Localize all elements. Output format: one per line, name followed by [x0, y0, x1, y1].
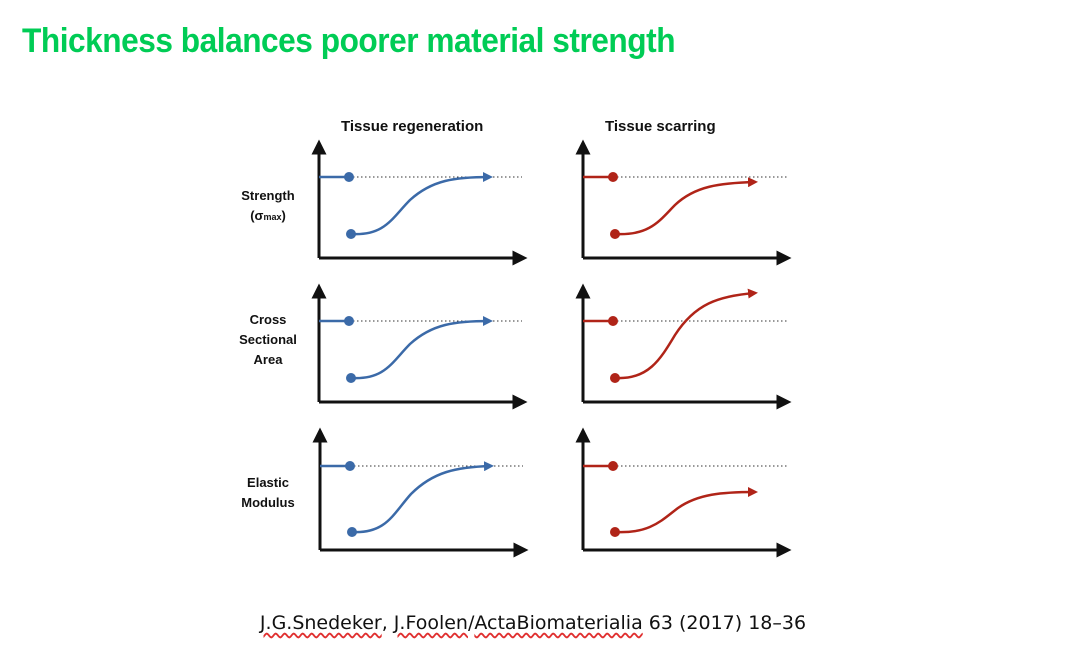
column-header-scarring: Tissue scarring: [605, 118, 716, 135]
recovery-curve: [614, 487, 758, 534]
row-label-line: Modulus: [241, 495, 295, 510]
recovery-curve: [351, 461, 494, 534]
injury-point: [347, 527, 357, 537]
citation: J.G.Snedeker, J.Foolen/ActaBiomaterialia…: [0, 612, 1066, 634]
recovery-curve: [350, 316, 493, 380]
citation-separator-slash: /: [467, 612, 475, 634]
row-label-line: Strength: [241, 188, 295, 203]
citation-separator: ,: [381, 612, 394, 634]
panel-strength-scarring: [575, 139, 792, 266]
injury-point: [610, 527, 620, 537]
citation-author-2: J.Foolen: [393, 612, 468, 634]
row-label-elastic-modulus: Elastic Modulus: [218, 473, 318, 513]
row-label-line: Elastic: [247, 475, 289, 490]
baseline-point: [608, 172, 618, 182]
panel-area-regeneration: [311, 283, 528, 410]
baseline-point: [608, 461, 618, 471]
citation-author-1: J.G.Snedeker: [259, 612, 382, 634]
baseline-point: [608, 316, 618, 326]
recovery-curve: [614, 177, 758, 236]
injury-point: [346, 373, 356, 383]
recovery-curve: [350, 172, 493, 236]
slide-title: Thickness balances poorer material stren…: [22, 22, 676, 60]
injury-point: [610, 229, 620, 239]
panel-area-scarring: [575, 283, 792, 410]
panel-strength-regeneration: [311, 139, 528, 266]
panel-modulus-regeneration: [312, 427, 529, 558]
injury-point: [610, 373, 620, 383]
row-label-symbol: (σmax): [250, 208, 286, 223]
row-label-cross-sectional-area: Cross Sectional Area: [218, 310, 318, 370]
baseline-point: [344, 172, 354, 182]
citation-journal: ActaBiomaterialia: [474, 612, 643, 634]
row-label-line: Sectional: [239, 332, 297, 347]
injury-point: [346, 229, 356, 239]
recovery-curve: [614, 288, 758, 380]
citation-volume-pages: 63 (2017) 18–36: [642, 612, 807, 634]
baseline-point: [344, 316, 354, 326]
panel-modulus-scarring: [575, 427, 792, 558]
column-header-regeneration: Tissue regeneration: [341, 118, 484, 135]
row-label-line: Area: [253, 352, 283, 367]
baseline-point: [345, 461, 355, 471]
row-label-strength: Strength (σmax): [218, 186, 318, 227]
row-label-line: Cross: [249, 312, 287, 327]
